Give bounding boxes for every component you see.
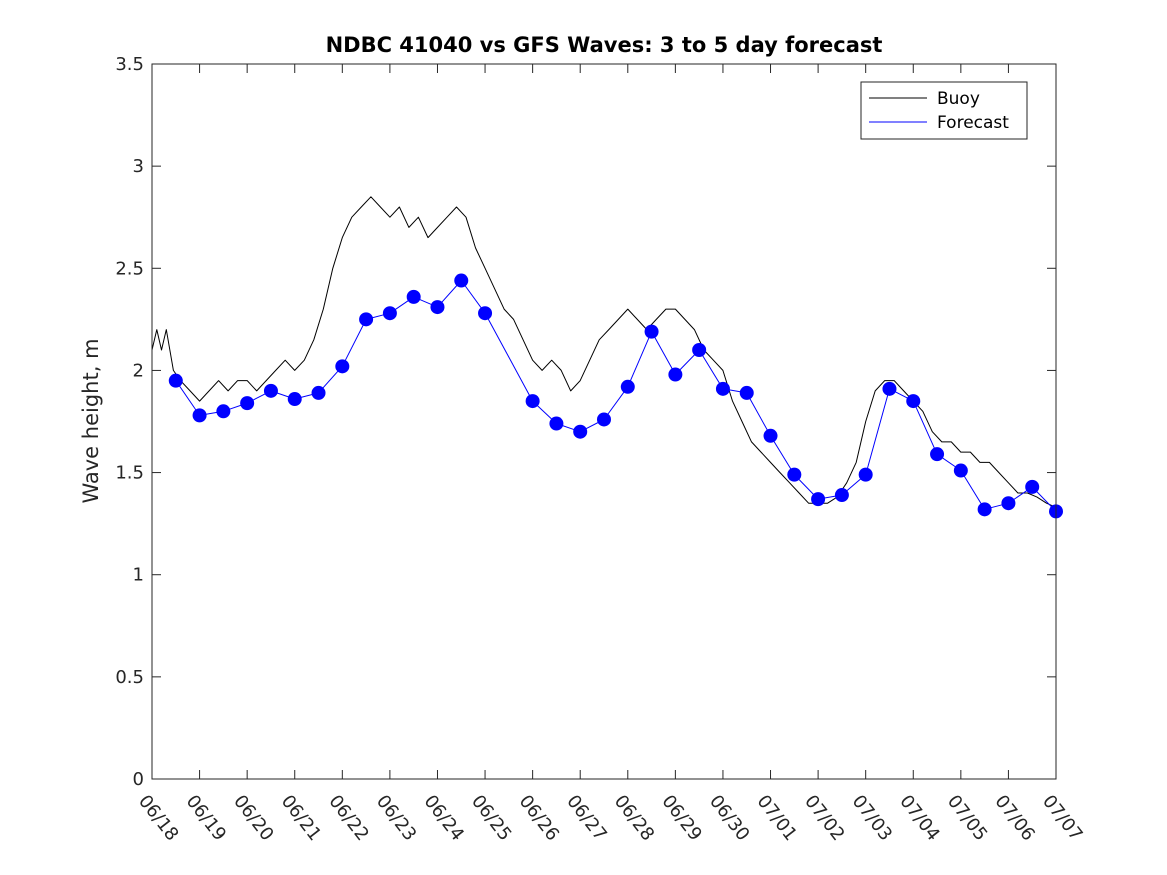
- x-tick-label: 07/02: [800, 791, 848, 845]
- forecast-point: [192, 408, 207, 423]
- x-tick-label: 06/20: [229, 791, 277, 845]
- x-tick-label: 06/24: [420, 791, 468, 845]
- x-tick-label: 07/07: [1038, 791, 1086, 845]
- forecast-point: [811, 492, 826, 507]
- forecast-point: [430, 300, 445, 315]
- y-tick-label: 0: [133, 769, 144, 790]
- forecast-point: [644, 324, 659, 339]
- y-tick-label: 3.5: [115, 54, 144, 75]
- forecast-point: [168, 373, 183, 388]
- forecast-point: [1025, 479, 1040, 494]
- legend-label-forecast: Forecast: [937, 113, 1009, 133]
- forecast-point: [620, 379, 635, 394]
- x-tick-label: 06/29: [657, 791, 705, 845]
- x-tick-labels: 06/18 06/19 06/20 06/21 06/22 06/23 06/24 06/25…: [134, 791, 1086, 845]
- forecast-point: [216, 404, 231, 419]
- x-tick-label: 06/22: [324, 791, 372, 845]
- x-tick-label: 07/03: [848, 791, 896, 845]
- axes-box: [151, 63, 1057, 780]
- forecast-point: [240, 396, 255, 411]
- series-line-buoy: [151, 196, 1057, 508]
- forecast-point: [549, 416, 564, 431]
- x-tick-label: 06/18: [134, 791, 182, 845]
- forecast-point: [1001, 496, 1016, 511]
- forecast-point: [311, 385, 326, 400]
- forecast-markers: [168, 273, 1063, 519]
- x-tick-label: 06/26: [515, 791, 563, 845]
- forecast-point: [906, 394, 921, 409]
- forecast-point: [953, 463, 968, 478]
- y-tick-label: 3: [133, 156, 144, 177]
- x-tick-label: 06/30: [705, 791, 753, 845]
- y-tick-label: 2.5: [115, 258, 144, 279]
- x-tick-label: 06/19: [182, 791, 230, 845]
- y-axis-label: Wave height, m: [79, 338, 103, 503]
- forecast-point: [406, 289, 421, 304]
- forecast-point: [739, 385, 754, 400]
- axes-ticks: [151, 63, 1057, 780]
- x-tick-label: 06/23: [372, 791, 420, 845]
- forecast-point: [882, 381, 897, 396]
- y-tick-label: 0.5: [115, 667, 144, 688]
- forecast-point: [834, 488, 849, 503]
- legend: Buoy Forecast: [860, 81, 1028, 140]
- forecast-point: [715, 381, 730, 396]
- forecast-point: [787, 467, 802, 482]
- y-tick-labels: 0 0.5 1 1.5 2 2.5 3 3.5: [115, 54, 144, 790]
- forecast-point: [478, 306, 493, 321]
- x-tick-label: 06/28: [610, 791, 658, 845]
- x-tick-label: 06/27: [562, 791, 610, 845]
- forecast-point: [668, 367, 683, 382]
- forecast-point: [692, 343, 707, 357]
- forecast-point: [525, 394, 540, 409]
- y-tick-label: 1.5: [115, 463, 144, 484]
- legend-box: [860, 81, 1028, 140]
- forecast-point: [573, 424, 588, 439]
- forecast-point: [858, 467, 873, 482]
- forecast-point: [287, 392, 302, 407]
- x-tick-label: 07/01: [753, 791, 801, 845]
- forecast-point: [454, 273, 469, 288]
- x-tick-label: 07/05: [943, 791, 991, 845]
- chart-title: NDBC 41040 vs GFS Waves: 3 to 5 day fore…: [326, 33, 883, 57]
- forecast-point: [977, 502, 992, 517]
- forecast-point: [597, 412, 611, 427]
- x-tick-label: 07/04: [895, 791, 943, 845]
- forecast-point: [382, 306, 397, 321]
- legend-label-buoy: Buoy: [937, 89, 980, 109]
- forecast-point: [763, 428, 778, 443]
- forecast-point: [359, 312, 374, 327]
- x-tick-label: 06/21: [277, 791, 325, 845]
- y-tick-label: 2: [133, 360, 144, 381]
- forecast-point: [930, 447, 945, 462]
- forecast-point: [263, 383, 278, 398]
- x-tick-label: 07/06: [990, 791, 1038, 845]
- x-tick-label: 06/25: [467, 791, 515, 845]
- forecast-point: [335, 359, 350, 374]
- y-tick-label: 1: [133, 565, 144, 586]
